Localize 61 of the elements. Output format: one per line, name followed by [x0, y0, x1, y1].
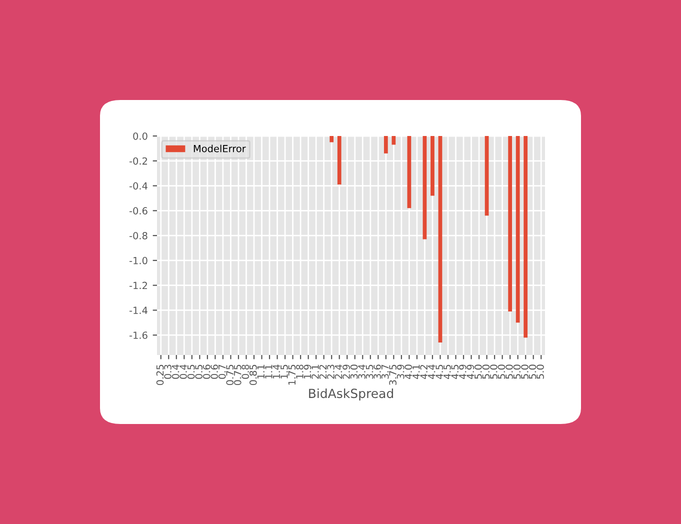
x-tick-label: 0.6 [202, 364, 210, 379]
x-tick-label: 0.6 [210, 364, 218, 379]
x-tick-label: 2.2 [319, 365, 327, 379]
x-tick-label: 3.75 [389, 364, 396, 385]
x-tick-label: 0.7 [218, 364, 226, 379]
x-tick-label: 0.5 [195, 364, 202, 379]
x-tick-label: 5.0 [474, 364, 482, 379]
x-tick-label: 5.0 [506, 364, 513, 379]
x-tick-label: 5.0 [490, 364, 498, 379]
x-tick-label: 3.6 [374, 364, 381, 379]
x-axis-title: BidAskSpread [309, 388, 394, 401]
x-tick-label: 4.5 [451, 364, 459, 380]
x-tick-label: 5.0 [521, 364, 528, 379]
x-tick-label: 5.0 [482, 364, 490, 379]
x-tick-label: 4.0 [404, 364, 412, 380]
y-tick-label: -0.8 [129, 232, 148, 240]
x-tick-label: 1.4 [272, 364, 280, 378]
x-tick-label: 1.1 [265, 364, 272, 378]
x-tick-label: 0.4 [172, 364, 180, 379]
x-tick-label: 5.0 [513, 364, 521, 379]
legend-label: ModelError [194, 144, 246, 152]
x-tick-label: 0.75 [226, 364, 234, 386]
y-tick-label: -0.6 [129, 207, 148, 214]
x-tick-label: 4.5 [444, 364, 451, 380]
x-tick-label: 5.0 [498, 364, 506, 379]
x-tick-label: 0.25 [156, 364, 164, 386]
x-tick-label: 0.3 [164, 364, 172, 379]
x-tick-label: 1.8 [296, 364, 304, 378]
x-tick-label: 3.4 [358, 364, 366, 379]
x-tick-label: 0.4 [180, 364, 187, 379]
x-tick-label: 5.0 [528, 364, 536, 379]
x-tick-label: 3.0 [350, 364, 358, 379]
x-tick-label: 2.1 [312, 364, 319, 379]
x-tick-label: 5.0 [536, 364, 544, 379]
x-tick-label: 4.2 [420, 365, 428, 380]
x-tick-label: 4.9 [466, 364, 474, 380]
x-tick-label: 1.9 [304, 364, 312, 378]
x-tick-label: 2.4 [334, 364, 342, 379]
x-tick-label: 1.1 [257, 364, 264, 378]
x-tick-label: 4.5 [436, 364, 444, 380]
y-tick-label: -1.6 [129, 332, 148, 339]
x-tick-label: 0.5 [187, 364, 195, 379]
x-tick-label: 0.8 [242, 364, 250, 379]
x-tick-label: 3.9 [396, 364, 404, 379]
y-tick-label: -1.0 [129, 256, 148, 264]
y-tick-label: -1.4 [129, 306, 148, 314]
x-tick-label: 2.9 [342, 364, 350, 379]
x-tick-label: 4.9 [458, 364, 466, 380]
x-tick-label: 0.85 [249, 364, 257, 386]
x-tick-label: 0.75 [234, 364, 242, 386]
y-tick-label: 0.0 [133, 132, 148, 140]
x-tick-label: 3.5 [366, 364, 374, 379]
y-tick-label: -0.2 [129, 157, 147, 165]
x-tick-label: 1.5 [280, 364, 288, 378]
x-tick-label: 3.7 [381, 364, 389, 379]
x-tick-label: 2.3 [327, 364, 334, 379]
x-tick-label: 4.1 [412, 364, 420, 380]
y-tick-label: -1.2 [129, 282, 147, 290]
x-tick-label: 1.75 [288, 364, 296, 385]
y-tick-label: -0.4 [129, 182, 148, 190]
x-tick-label: 4.4 [428, 364, 436, 380]
